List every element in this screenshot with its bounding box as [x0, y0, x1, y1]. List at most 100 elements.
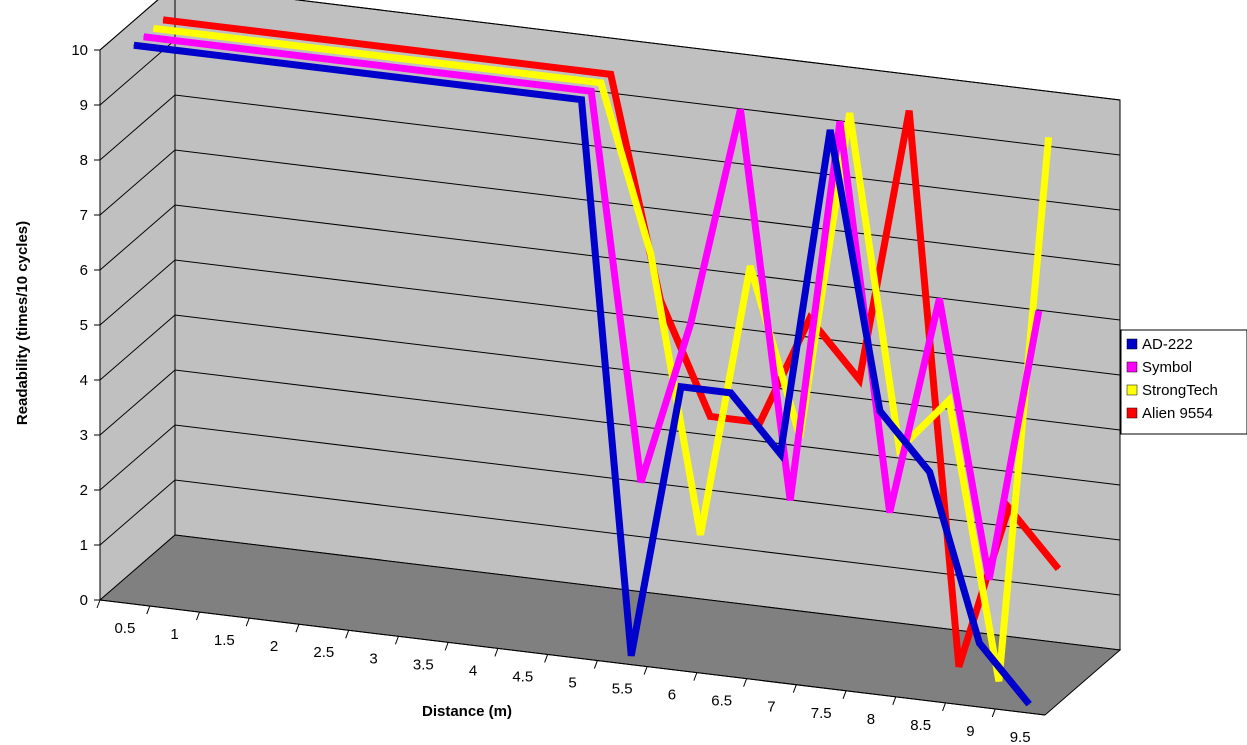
- legend-label: Alien 9554: [1142, 405, 1213, 422]
- data-point: [889, 512, 891, 514]
- data-point: [929, 471, 931, 473]
- gridline: [99, 369, 1121, 486]
- data-point: [550, 76, 552, 78]
- x-tick-mark: [842, 690, 847, 699]
- data-point: [699, 534, 701, 536]
- data-point: [531, 93, 533, 95]
- data-point: [650, 253, 652, 255]
- data-point: [560, 67, 562, 69]
- data-point: [510, 61, 512, 63]
- gridline: [99, 149, 1121, 266]
- x-tick-mark: [146, 605, 151, 615]
- data-point: [600, 82, 602, 84]
- series-symbol: [143, 33, 1043, 581]
- data-point: [640, 481, 642, 483]
- data-point: [590, 90, 592, 92]
- data-point: [1038, 310, 1040, 312]
- y-tick-labels: 0 1 2 3 4 5 6 7 8 9 10: [71, 42, 100, 609]
- data-point: [541, 84, 543, 86]
- side-wall: [99, 0, 176, 602]
- x-tick-mark: [96, 599, 101, 609]
- data-point: [411, 49, 413, 51]
- y-tick-label: 1: [80, 537, 88, 554]
- x-tick-label: 8.5: [910, 717, 931, 734]
- data-point: [311, 37, 313, 39]
- data-point: [938, 298, 940, 300]
- x-tick-label: 3.5: [413, 656, 434, 673]
- legend-swatch: [1126, 384, 1138, 396]
- data-point: [879, 410, 881, 412]
- data-point: [342, 60, 344, 62]
- x-tick-mark: [494, 648, 499, 657]
- legend: AD-222 Symbol StrongTech Alien 9554: [1120, 329, 1247, 435]
- data-point: [709, 415, 711, 417]
- x-tick-label: 5: [568, 675, 576, 692]
- x-tick-mark: [942, 702, 946, 712]
- x-tick-mark: [544, 654, 549, 663]
- data-point: [1048, 136, 1050, 138]
- x-tick-label: 0.5: [114, 620, 135, 637]
- x-axis-title: Distance (m): [422, 703, 512, 720]
- data-point: [908, 110, 910, 112]
- data-point: [232, 56, 234, 58]
- data-point: [202, 33, 204, 35]
- data-point: [451, 64, 453, 66]
- data-point: [1057, 568, 1059, 570]
- y-tick-label: 8: [80, 152, 88, 169]
- data-point: [610, 73, 612, 75]
- x-tick-label: 2.5: [313, 644, 334, 661]
- data-point: [361, 43, 363, 45]
- x-tick-label: 6.5: [711, 693, 732, 710]
- data-point: [779, 453, 781, 455]
- x-tick-label: 5.5: [612, 681, 633, 698]
- y-tick-label: 0: [80, 592, 88, 609]
- y-tick-label: 7: [80, 207, 88, 224]
- data-point: [789, 499, 791, 501]
- legend-label: StrongTech: [1142, 382, 1218, 399]
- data-point: [1008, 507, 1010, 509]
- x-axis-line: [99, 599, 1046, 716]
- x-tick-mark: [792, 684, 797, 693]
- data-point: [809, 318, 811, 320]
- data-point: [143, 36, 145, 38]
- series-layer: [133, 16, 1062, 707]
- x-tick-label: 8: [867, 711, 875, 728]
- y-tick-label: 9: [80, 97, 88, 114]
- x-tick-mark: [693, 672, 698, 681]
- gridline: [99, 424, 1121, 541]
- gridline: [99, 259, 1121, 376]
- series-ad-222: [133, 41, 1032, 707]
- y-tick-label: 4: [80, 372, 88, 389]
- x-tick-label: 2: [270, 638, 278, 655]
- x-tick-mark: [245, 617, 250, 627]
- data-point: [898, 448, 900, 450]
- data-point: [491, 78, 493, 80]
- data-point: [759, 422, 761, 424]
- data-point: [988, 579, 990, 581]
- data-point: [252, 39, 254, 41]
- data-point: [1028, 703, 1030, 705]
- data-point: [192, 42, 194, 44]
- data-point: [829, 129, 831, 131]
- y-tick-label: 5: [80, 317, 88, 334]
- data-point: [501, 70, 503, 72]
- data-point: [730, 392, 732, 394]
- y-tick-label: 3: [80, 427, 88, 444]
- x-tick-mark: [394, 636, 399, 645]
- x-tick-label: 4.5: [512, 668, 533, 685]
- y-axis-title: Readability (times/10 cycles): [14, 221, 31, 425]
- x-tick-mark: [743, 678, 748, 687]
- y-tick-label: 6: [80, 262, 88, 279]
- data-point: [152, 27, 154, 29]
- gridline: [99, 0, 1121, 101]
- data-point: [282, 62, 284, 64]
- data-point: [958, 666, 960, 668]
- x-tick-label: 1.5: [214, 632, 235, 649]
- y-tick-label: 10: [71, 42, 88, 59]
- data-point: [351, 52, 353, 54]
- data-point: [630, 655, 632, 657]
- data-point: [858, 379, 860, 381]
- data-point: [461, 55, 463, 57]
- data-point: [242, 48, 244, 50]
